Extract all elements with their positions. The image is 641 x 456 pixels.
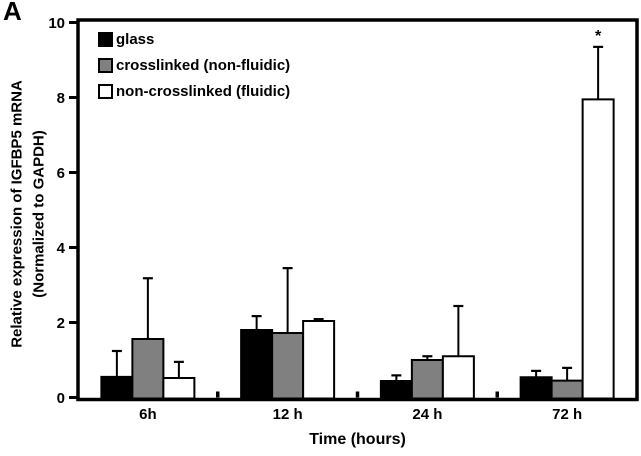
- x-category-label: 72 h: [552, 406, 582, 423]
- bar-glass-72h: [519, 376, 553, 400]
- bar-non-crosslinked-6h: [162, 377, 196, 400]
- y-tick-label: 10: [48, 15, 65, 32]
- legend-label-crosslinked: crosslinked (non-fluidic): [116, 56, 291, 74]
- y-tick-label: 2: [57, 315, 65, 332]
- bar-non-crosslinked-12h: [302, 320, 336, 400]
- bar-crosslinked-12h: [271, 332, 305, 400]
- bar-crosslinked-6h: [131, 338, 165, 400]
- legend-swatch-crosslinked-icon: [98, 57, 113, 73]
- x-axis-title: Time (hours): [309, 431, 406, 448]
- bar-crosslinked-24h: [410, 359, 444, 400]
- y-tick-label: 6: [57, 165, 65, 182]
- x-category-label: 12 h: [273, 406, 303, 423]
- legend-swatch-glass-icon: [98, 31, 113, 47]
- legend-item-non-crosslinked: non-crosslinked (fluidic): [98, 78, 290, 104]
- legend-swatch-non-crosslinked-icon: [98, 83, 113, 99]
- bar-glass-24h: [379, 380, 413, 400]
- legend-label-glass: glass: [116, 30, 155, 48]
- bar-non-crosslinked-24h: [441, 355, 475, 400]
- y-tick-label: 4: [57, 240, 66, 257]
- plot-border: [76, 18, 639, 402]
- legend-label-non-crosslinked: non-crosslinked (fluidic): [116, 82, 291, 100]
- bar-glass-12h: [240, 329, 274, 400]
- bar-crosslinked-72h: [550, 379, 584, 400]
- significance-asterisk: *: [595, 28, 602, 45]
- bar-glass-6h: [100, 375, 134, 400]
- bar-non-crosslinked-72h: [581, 98, 615, 400]
- legend-item-crosslinked: crosslinked (non-fluidic): [98, 52, 290, 78]
- y-tick-label: 0: [57, 390, 65, 407]
- x-category-label: 6h: [139, 406, 157, 423]
- legend: glass crosslinked (non-fluidic) non-cros…: [98, 26, 290, 104]
- legend-item-glass: glass: [98, 26, 290, 52]
- x-category-label: 24 h: [412, 406, 442, 423]
- y-tick-label: 8: [57, 90, 65, 107]
- panel-label: A: [3, 0, 22, 26]
